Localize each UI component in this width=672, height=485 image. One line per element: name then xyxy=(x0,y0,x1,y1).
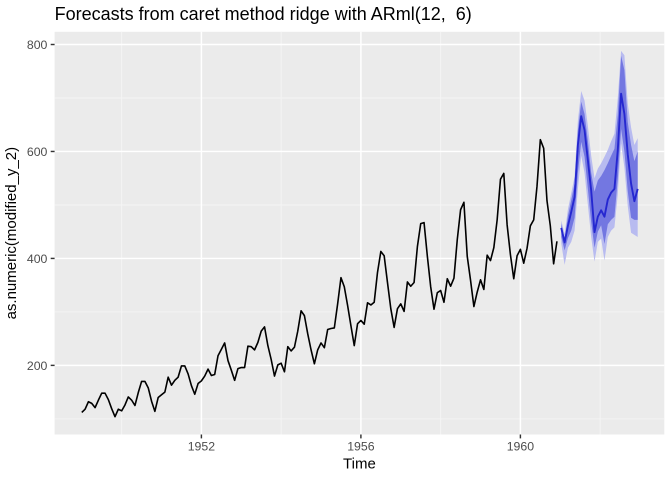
svg-text:600: 600 xyxy=(27,145,48,159)
svg-text:as.numeric(modified_y_2): as.numeric(modified_y_2) xyxy=(3,147,20,320)
svg-text:1952: 1952 xyxy=(188,440,216,454)
svg-text:800: 800 xyxy=(27,38,48,52)
svg-text:1956: 1956 xyxy=(347,440,375,454)
svg-text:400: 400 xyxy=(27,252,48,266)
svg-text:200: 200 xyxy=(27,359,48,373)
svg-text:1960: 1960 xyxy=(507,440,535,454)
svg-text:Forecasts from caret method ri: Forecasts from caret method ridge with A… xyxy=(55,4,472,24)
svg-text:Time: Time xyxy=(343,455,376,472)
